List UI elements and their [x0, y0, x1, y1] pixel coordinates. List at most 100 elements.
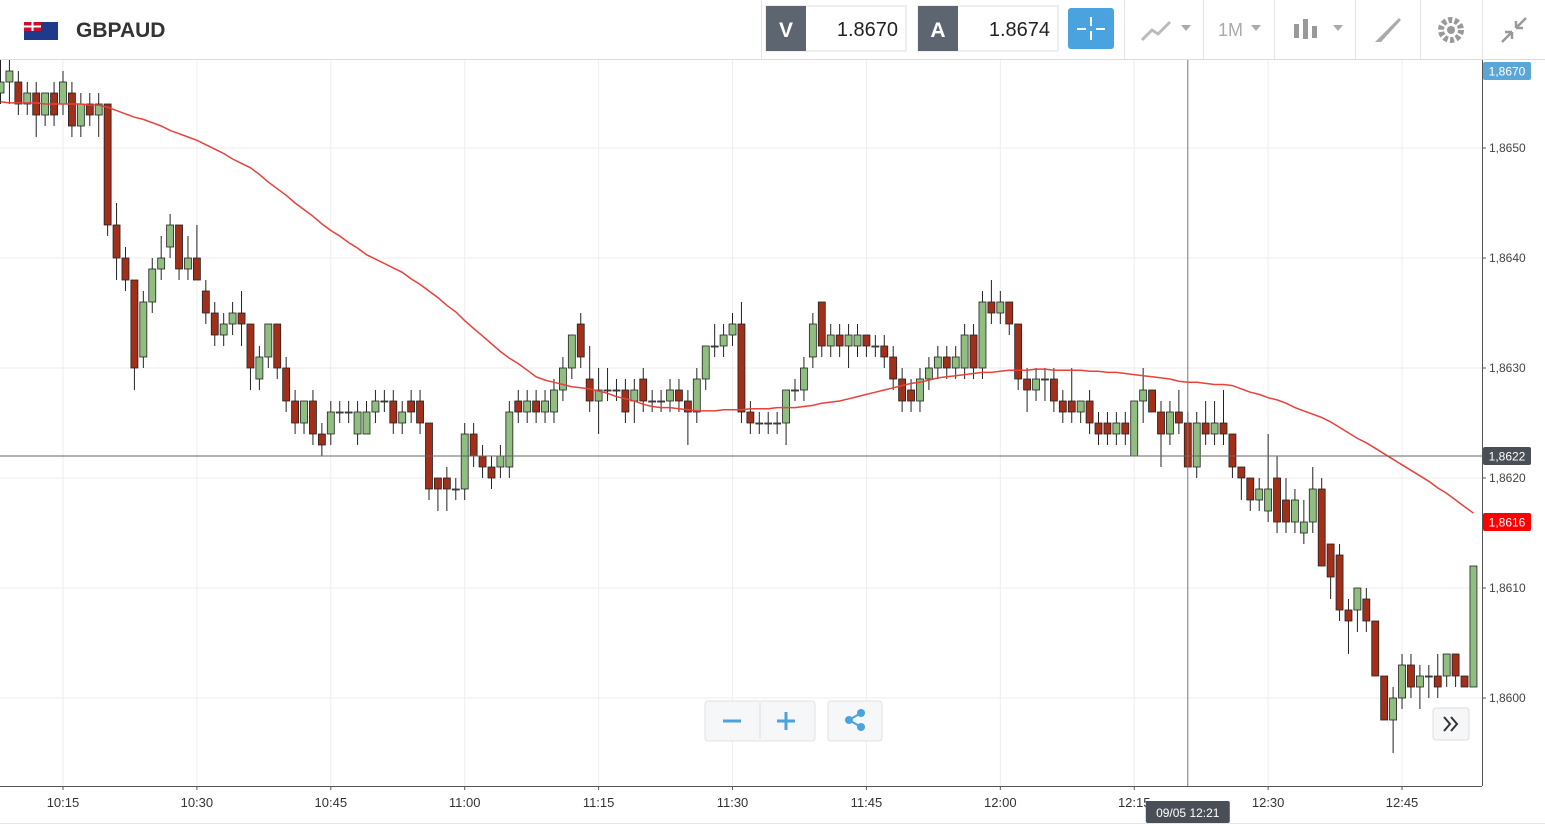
candles-icon[interactable] — [1294, 19, 1317, 39]
bid-label: V — [779, 19, 793, 42]
candle-body — [1085, 400, 1094, 424]
candle-body — [978, 301, 987, 369]
candle-body — [675, 389, 683, 402]
candle-body — [1460, 675, 1469, 688]
candle-body — [710, 345, 719, 348]
timeframe[interactable]: 1M — [1218, 20, 1243, 40]
price-tag-bg — [1483, 513, 1531, 531]
candle-body — [1049, 378, 1058, 402]
settings-icon[interactable] — [1438, 17, 1464, 43]
price-tag-label: 1,8616 — [1489, 516, 1526, 530]
share-box[interactable] — [827, 700, 883, 742]
candle-body — [791, 389, 799, 392]
candle-body — [1442, 653, 1451, 677]
bid-price: 1.8670 — [837, 19, 898, 41]
plot-area — [0, 60, 1482, 786]
candle-body — [1344, 609, 1353, 622]
y-tick-label: 1,8600 — [1489, 691, 1526, 705]
candle-body — [1291, 499, 1299, 523]
candle-body — [800, 367, 808, 391]
divider — [1355, 0, 1356, 59]
candle-body — [1273, 477, 1281, 523]
candle-body — [380, 400, 389, 403]
candle-body — [862, 334, 871, 347]
candle-body — [389, 400, 398, 424]
candle-body — [773, 422, 782, 425]
candle-body — [826, 334, 835, 347]
crosshair-button[interactable] — [1068, 8, 1114, 49]
candle-body — [1112, 422, 1121, 435]
candle-body — [210, 312, 219, 336]
candle-body — [192, 257, 201, 281]
collapse-icon[interactable] — [1501, 17, 1527, 43]
candle-body — [1255, 488, 1264, 501]
divider — [761, 0, 762, 59]
candle-body — [880, 345, 889, 358]
candle-body — [755, 422, 764, 425]
candle-body — [1076, 400, 1085, 413]
draw-icon[interactable] — [1375, 18, 1401, 42]
candle-body — [1371, 620, 1380, 677]
candle-body — [460, 433, 469, 490]
divider — [1203, 0, 1204, 59]
candle-body — [76, 103, 85, 127]
candle-body — [326, 411, 335, 435]
candle-body — [987, 301, 996, 314]
candle-body — [898, 378, 907, 402]
chart-type-icon[interactable] — [1140, 20, 1172, 42]
candle-body — [478, 455, 487, 468]
share-dot — [845, 716, 853, 724]
candle-body — [523, 400, 532, 413]
candle-body — [1415, 675, 1424, 688]
candle-body — [1067, 400, 1076, 413]
candle-body — [1210, 422, 1219, 435]
price-tag-bg — [1483, 447, 1531, 465]
candle-body — [175, 224, 183, 270]
price-tag-label: 1,8670 — [1489, 65, 1526, 79]
candle-body — [782, 389, 790, 424]
candle-body — [59, 81, 67, 105]
candle-body — [764, 422, 773, 425]
share-dot — [857, 723, 865, 731]
candle-body — [85, 103, 94, 116]
candle-body — [1228, 433, 1237, 468]
candle-body — [559, 367, 567, 391]
dropdown-arrow — [1251, 25, 1261, 31]
candle-body — [1407, 664, 1415, 688]
candle-body — [0, 81, 5, 94]
x-tick-label: 10:30 — [181, 795, 214, 810]
candle-body — [951, 356, 960, 369]
candle-body — [5, 70, 14, 83]
candle-body — [219, 323, 228, 336]
candle-body — [692, 378, 701, 413]
candle-body — [130, 279, 139, 369]
scroll-end-icon — [1443, 716, 1459, 732]
divider — [1420, 0, 1421, 59]
candle-body — [514, 400, 523, 413]
price-tag-bg — [1483, 62, 1531, 80]
candle-body — [282, 367, 291, 402]
candle-body — [1139, 389, 1148, 402]
zoom-in[interactable] — [777, 712, 795, 730]
candle-body — [666, 389, 674, 402]
candle-body — [166, 224, 175, 248]
dropdown-arrow — [1333, 25, 1343, 31]
candle-body — [1058, 400, 1067, 413]
candle-body — [1201, 422, 1210, 435]
candle-body — [639, 378, 648, 402]
candle-body — [1166, 411, 1174, 435]
candle-body — [148, 268, 157, 303]
bid-label-bg — [766, 6, 806, 51]
crosshair-icon — [1077, 17, 1105, 40]
candle-body — [469, 433, 478, 457]
candle-body — [683, 400, 692, 413]
candle-body — [1362, 598, 1371, 622]
candle-body — [942, 356, 951, 369]
candle-body — [969, 334, 978, 369]
x-tick-label: 12:30 — [1252, 795, 1285, 810]
candle-body — [398, 411, 407, 424]
divider — [1124, 0, 1125, 59]
candle-body — [416, 400, 424, 424]
